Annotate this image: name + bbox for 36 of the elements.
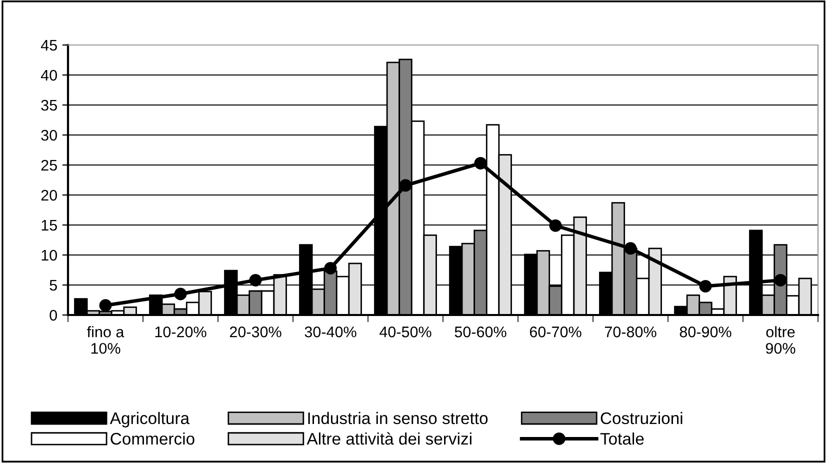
x-tick-label: 60-70% bbox=[530, 326, 582, 338]
y-tick-label: 5 bbox=[50, 280, 57, 291]
legend-label: Altre attività dei servizi bbox=[306, 432, 472, 445]
point bbox=[399, 179, 412, 192]
point bbox=[324, 262, 337, 274]
point bbox=[174, 288, 187, 300]
y-tick-label: 30 bbox=[41, 130, 57, 141]
x-tick-label: 20-30% bbox=[230, 326, 282, 338]
point bbox=[699, 280, 712, 292]
x-tick-label: oltre 90% bbox=[766, 326, 796, 354]
legend-label: Costruzioni bbox=[600, 412, 682, 424]
point bbox=[249, 274, 262, 286]
legend-label: Totale bbox=[600, 432, 644, 445]
point bbox=[624, 242, 637, 255]
x-tick-label: 80-90% bbox=[680, 326, 732, 338]
y-tick-label: 45 bbox=[40, 40, 57, 51]
x-tick-label: 10-20% bbox=[155, 326, 206, 338]
x-tick-label: fino a 10% bbox=[87, 326, 124, 354]
legend-label: Agricoltura bbox=[110, 412, 190, 428]
x-tick-label: 70-80% bbox=[604, 326, 656, 338]
y-tick-label: 20 bbox=[41, 190, 57, 201]
point bbox=[99, 299, 112, 312]
legend-label: Commercio bbox=[110, 432, 194, 445]
point bbox=[474, 156, 487, 170]
x-tick-label: 50-60% bbox=[454, 326, 506, 338]
x-tick-label: 40-50% bbox=[380, 326, 432, 338]
y-tick-label: 0 bbox=[50, 310, 57, 321]
y-tick-label: 25 bbox=[41, 160, 57, 171]
legend-label: Industria in senso stretto bbox=[308, 412, 488, 424]
point bbox=[774, 274, 787, 286]
y-tick-label: 35 bbox=[41, 100, 57, 111]
y-tick-label: 10 bbox=[42, 250, 57, 261]
x-tick-label: 30-40% bbox=[304, 326, 356, 338]
y-tick-label: 15 bbox=[42, 220, 57, 231]
point bbox=[549, 219, 562, 232]
y-tick-label: 40 bbox=[40, 70, 57, 81]
